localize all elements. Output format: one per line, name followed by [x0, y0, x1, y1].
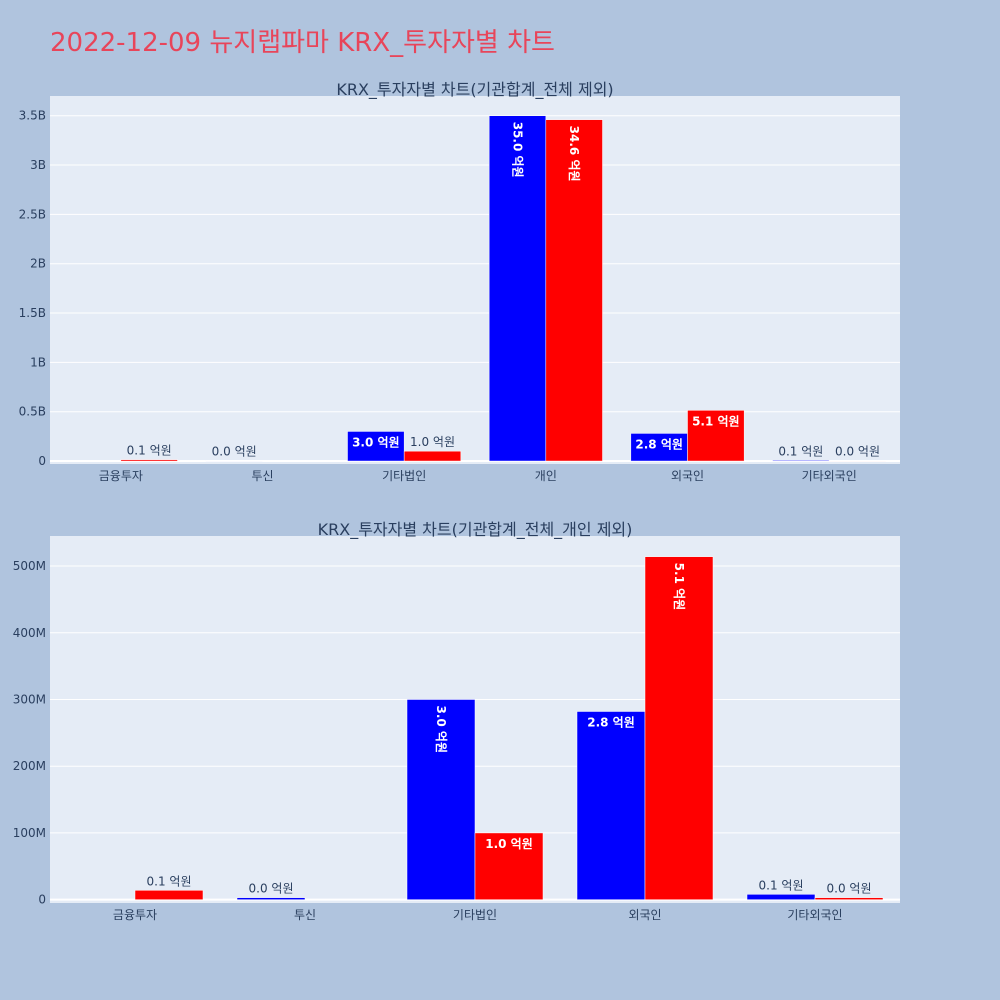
chart-bottom: KRX_투자자별 차트(기관합계_전체_개인 제외) 0 100M 200M 300M 4… [13, 520, 900, 922]
data-label: 0.1 억원 [759, 878, 804, 892]
page-title: 2022-12-09 뉴지랩파마 KRX_투자자별 차트 [50, 28, 555, 58]
x-tick-label: 금융투자 [99, 469, 143, 483]
data-label: 35.0 억원 [511, 122, 525, 178]
y-tick-label: 0 [38, 893, 46, 907]
bar [488, 115, 547, 462]
chart-title: KRX_투자자별 차트(기관합계_전체_개인 제외) [318, 520, 633, 540]
y-tick-label: 200M [13, 759, 46, 773]
bar [644, 556, 714, 900]
bar [474, 832, 544, 900]
x-tick-label: 기타외국인 [802, 469, 857, 483]
y-tick-label: 0 [38, 454, 46, 468]
x-tick-label: 외국인 [671, 469, 704, 483]
bar [403, 450, 462, 462]
data-label: 5.1 억원 [692, 414, 740, 428]
x-tick-label: 금융투자 [113, 908, 157, 922]
bar [814, 897, 884, 900]
bar [746, 894, 816, 900]
bar [687, 410, 745, 462]
data-label: 0.1 억원 [127, 444, 172, 458]
bar [347, 431, 405, 462]
data-label: 0.1 억원 [147, 874, 192, 888]
y-tick-label: 2B [30, 257, 46, 271]
y-tick-label: 1.5B [19, 306, 46, 320]
y-tick-label: 400M [13, 626, 46, 640]
y-tick-label: 2.5B [19, 207, 46, 221]
data-label: 0.0 억원 [827, 882, 872, 896]
bar [134, 890, 204, 900]
data-label: 0.0 억원 [249, 882, 294, 896]
plot-area [50, 96, 900, 464]
data-label: 3.0 억원 [352, 435, 400, 449]
data-label: 2.8 억원 [587, 715, 635, 729]
x-tick-label: 투신 [294, 908, 316, 922]
y-tick-label: 0.5B [19, 405, 46, 419]
y-tick-label: 100M [13, 826, 46, 840]
data-label: 2.8 억원 [635, 437, 683, 451]
chart-title: KRX_투자자별 차트(기관합계_전체 제외) [336, 80, 613, 100]
data-label: 1.0 억원 [485, 837, 533, 851]
x-tick-label: 기타법인 [453, 908, 497, 922]
bar [576, 711, 646, 900]
data-label: 0.0 억원 [835, 445, 880, 459]
x-tick-label: 외국인 [628, 908, 661, 922]
data-label: 5.1 억원 [672, 563, 686, 611]
bar [772, 460, 830, 462]
data-label: 1.0 억원 [410, 435, 455, 449]
y-tick-label: 300M [13, 692, 46, 706]
y-tick-label: 1B [30, 355, 46, 369]
y-tick-label: 3.5B [19, 109, 46, 123]
bar [630, 433, 688, 462]
bar [406, 699, 476, 900]
x-tick-label: 개인 [535, 469, 557, 483]
bar [120, 459, 178, 462]
x-tick-label: 기타법인 [382, 469, 426, 483]
bar [545, 119, 603, 462]
y-tick-label: 3B [30, 158, 46, 172]
x-tick-label: 투신 [251, 469, 273, 483]
bar [236, 897, 306, 900]
data-label: 3.0 억원 [434, 705, 448, 753]
data-label: 0.1 억원 [778, 444, 823, 458]
data-label: 0.0 억원 [212, 445, 257, 459]
y-tick-label: 500M [13, 559, 46, 573]
chart-top: KRX_투자자별 차트(기관합계_전체 제외) 0 0.5B 1B 1.5B 2B 2.5B… [19, 80, 900, 483]
x-tick-label: 기타외국인 [787, 908, 842, 922]
data-label: 34.6 억원 [567, 126, 581, 182]
